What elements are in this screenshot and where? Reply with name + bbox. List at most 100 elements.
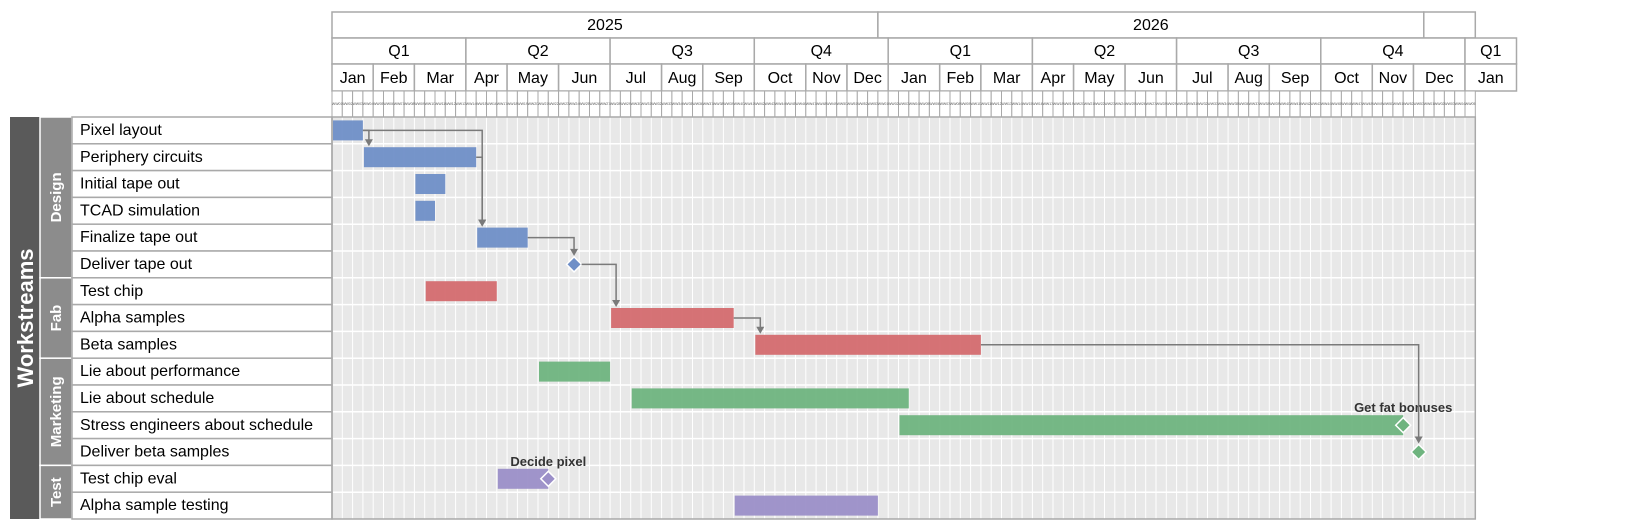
- group-label: Design: [48, 172, 65, 222]
- week-label: WW12: [445, 102, 456, 106]
- week-label: WW20: [528, 102, 539, 106]
- task-label: Test chip eval: [80, 470, 177, 487]
- week-label: WW03: [353, 102, 364, 106]
- week-label: WW06: [383, 102, 394, 106]
- week-label: WW19: [517, 102, 528, 106]
- task-bar: [415, 200, 435, 221]
- quarter-label: Q2: [1094, 43, 1115, 60]
- week-label: WW40: [1280, 102, 1291, 106]
- chart-area: [332, 117, 1476, 519]
- week-label: WW37: [1249, 102, 1260, 106]
- milestone-marker: [565, 255, 583, 273]
- week-label: WW47: [1352, 102, 1363, 106]
- week-label: WW29: [620, 102, 631, 106]
- quarter-label: Q2: [527, 43, 548, 60]
- week-label: WW17: [497, 102, 508, 106]
- year-cell: [1423, 11, 1477, 39]
- dependency-arrows: [362, 129, 1423, 444]
- week-label: WW50: [837, 102, 848, 106]
- week-label: WW40: [734, 102, 745, 106]
- week-label: WW30: [1177, 102, 1188, 106]
- group-label: Test: [48, 477, 65, 507]
- week-label: WW26: [589, 102, 600, 106]
- task-label: Beta samples: [80, 336, 177, 353]
- week-label: WW51: [847, 102, 858, 106]
- task-label: Alpha samples: [80, 310, 185, 327]
- week-label: WW39: [723, 102, 734, 106]
- week-label: WW47: [806, 102, 817, 106]
- dependency-line: [581, 263, 617, 302]
- workstreams-panel: [10, 117, 40, 519]
- month-cell: [1072, 63, 1126, 92]
- week-label: WW38: [713, 102, 724, 106]
- chart-border: [331, 116, 1477, 520]
- week-label: WW42: [754, 102, 765, 106]
- week-label: WW52: [857, 102, 868, 106]
- week-label: WW18: [1053, 102, 1064, 106]
- task-label-cell: [71, 330, 333, 359]
- task-label: Stress engineers about schedule: [80, 417, 313, 434]
- task-bar: [755, 334, 981, 355]
- week-label: WW05: [1465, 102, 1476, 106]
- week-label: WW29: [1166, 102, 1177, 106]
- month-label: Jan: [901, 70, 927, 87]
- week-label: WW19: [1063, 102, 1074, 106]
- week-label: WW21: [1084, 102, 1095, 106]
- week-label: WW09: [960, 102, 971, 106]
- month-label: Feb: [947, 70, 975, 87]
- task-bar: [734, 495, 878, 516]
- week-label: WW13: [456, 102, 467, 106]
- week-label: WW01: [332, 102, 343, 106]
- week-label: WW07: [394, 102, 405, 106]
- task-label-cell: [71, 464, 333, 493]
- week-label: WW24: [1115, 102, 1126, 106]
- month-cell: [1464, 63, 1518, 92]
- week-label: WW24: [569, 102, 580, 106]
- task-label: Deliver tape out: [80, 256, 193, 273]
- week-label: WW14: [466, 102, 477, 106]
- month-label: Mar: [993, 70, 1021, 87]
- week-label: WW16: [1032, 102, 1043, 106]
- week-label: WW36: [1238, 102, 1249, 106]
- task-label: Lie about performance: [80, 363, 240, 380]
- dependency-line: [527, 236, 575, 251]
- task-bar: [539, 361, 611, 382]
- month-label: Sep: [1281, 70, 1310, 87]
- task-bar: [497, 468, 549, 489]
- week-label: WW16: [486, 102, 497, 106]
- week-label: WW11: [981, 102, 991, 106]
- month-label: Jun: [1138, 70, 1164, 87]
- group-cell: [39, 464, 73, 520]
- task-bar: [415, 174, 446, 194]
- week-label: WW22: [548, 102, 559, 106]
- week-label: WW10: [971, 102, 982, 106]
- quarter-cell: [331, 37, 467, 65]
- milestone-marker: [539, 470, 557, 488]
- week-label: WW41: [1290, 102, 1301, 106]
- year-cell: [331, 11, 879, 39]
- week-row: WW01 WW02 WW03 WW04 WW05 WW06 WW07 WW08 WW09 WW10…: [331, 90, 1476, 118]
- week-label: WW27: [1146, 102, 1157, 106]
- grid-lines: [332, 117, 1476, 519]
- week-label: WW08: [950, 102, 961, 106]
- task-label: TCAD simulation: [80, 202, 200, 219]
- week-label: WW15: [476, 102, 487, 106]
- week-label: WW53: [868, 102, 879, 106]
- milestone-marker: [1394, 416, 1412, 434]
- month-label: Oct: [768, 70, 793, 87]
- month-label: Dec: [853, 70, 881, 87]
- month-label: May: [1084, 70, 1114, 87]
- week-label: WW31: [641, 102, 652, 106]
- week-label: WW36: [692, 102, 703, 106]
- month-cell: [465, 63, 508, 92]
- week-label: WW35: [682, 102, 693, 106]
- milestone-label: Decide pixel: [510, 454, 586, 469]
- quarter-label: Q1: [388, 43, 409, 60]
- week-label: WW45: [1331, 102, 1342, 106]
- task-label: Initial tape out: [80, 176, 180, 193]
- task-label-cell: [71, 277, 333, 306]
- week-label: WW03: [1444, 102, 1455, 106]
- month-label: Feb: [380, 70, 408, 87]
- week-label: WW02: [1434, 102, 1445, 106]
